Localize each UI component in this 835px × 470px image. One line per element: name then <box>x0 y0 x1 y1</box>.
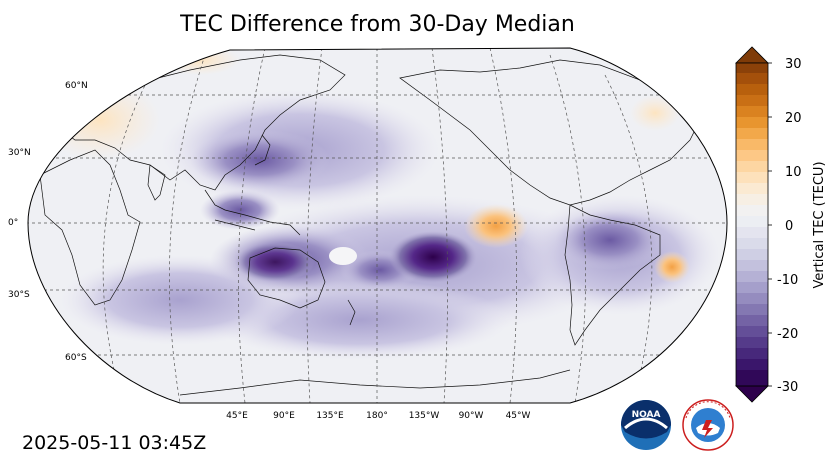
tec-contour <box>654 251 690 283</box>
svg-text:NOAA: NOAA <box>632 410 661 420</box>
tec-contour <box>464 204 528 248</box>
map-title: TEC Difference from 30-Day Median <box>180 12 575 37</box>
tec-contour <box>555 210 665 270</box>
globe-border <box>27 47 728 404</box>
colorbar: 30 20 10 0 -10 -20 -30 Vertical TEC (TEC… <box>735 46 827 403</box>
colorbar-tick-label: 0 <box>785 219 793 234</box>
lon-label: 135°W <box>409 411 440 421</box>
lon-label: 135°E <box>316 411 344 421</box>
coastlines <box>39 54 701 396</box>
colorbar-tick-label: 20 <box>785 111 802 126</box>
lat-label: 60°N <box>65 81 88 91</box>
tec-contour <box>235 242 315 282</box>
nws-logo-icon <box>682 399 734 451</box>
colorbar-tick-label: 10 <box>785 165 802 180</box>
lon-label: 90°E <box>273 411 295 421</box>
colorbar-tick-label: -30 <box>777 380 798 395</box>
colorbar-tick-label: -10 <box>777 273 798 288</box>
colorbar-bands <box>735 46 769 403</box>
gridlines <box>28 48 727 403</box>
tec-contour <box>190 130 330 190</box>
colorbar-label: Vertical TEC (TECU) <box>812 161 827 288</box>
tec-contour <box>329 247 357 265</box>
tec-contour <box>200 190 280 230</box>
lat-label: 30°S <box>8 290 30 300</box>
tec-contour <box>630 95 680 131</box>
colorbar-tick-label: 30 <box>785 57 802 72</box>
colorbar-ticks <box>768 62 772 387</box>
lon-label: 180° <box>366 411 388 421</box>
lon-label: 45°W <box>506 411 531 421</box>
tec-contour <box>389 231 477 283</box>
timestamp: 2025-05-11 03:45Z <box>22 432 207 454</box>
lat-label: 0° <box>8 218 18 228</box>
lat-label: 60°S <box>65 353 87 363</box>
noaa-logo-icon: NOAA <box>621 400 671 450</box>
colorbar-tick-label: -20 <box>777 327 798 342</box>
lat-label: 30°N <box>8 148 31 158</box>
lon-label: 90°W <box>459 411 484 421</box>
lon-label: 45°E <box>226 411 248 421</box>
tec-field <box>28 48 727 403</box>
